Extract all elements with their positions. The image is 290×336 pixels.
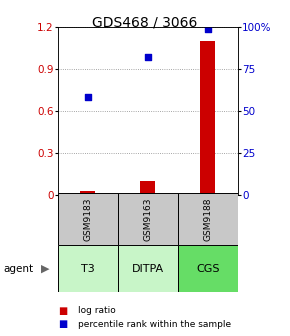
Bar [58, 193, 118, 245]
Bar [140, 181, 155, 195]
Point [86, 95, 90, 100]
Text: ■: ■ [58, 306, 67, 316]
Text: percentile rank within the sample: percentile rank within the sample [78, 320, 231, 329]
Text: agent: agent [3, 264, 33, 274]
Bar [58, 245, 118, 292]
Bar [178, 245, 238, 292]
Text: GDS468 / 3066: GDS468 / 3066 [92, 15, 198, 29]
Text: T3: T3 [81, 264, 95, 274]
Text: GSM9183: GSM9183 [84, 198, 93, 241]
Text: DITPA: DITPA [132, 264, 164, 274]
Text: ■: ■ [58, 319, 67, 329]
Bar [80, 191, 95, 195]
Bar [118, 193, 178, 245]
Bar [178, 193, 238, 245]
Text: ▶: ▶ [41, 264, 49, 274]
Bar [200, 41, 215, 195]
Text: log ratio: log ratio [78, 306, 116, 315]
Text: GSM9163: GSM9163 [143, 198, 153, 241]
Point [146, 54, 150, 60]
Bar [118, 245, 178, 292]
Text: GSM9188: GSM9188 [203, 198, 212, 241]
Point [206, 26, 210, 31]
Text: CGS: CGS [196, 264, 220, 274]
